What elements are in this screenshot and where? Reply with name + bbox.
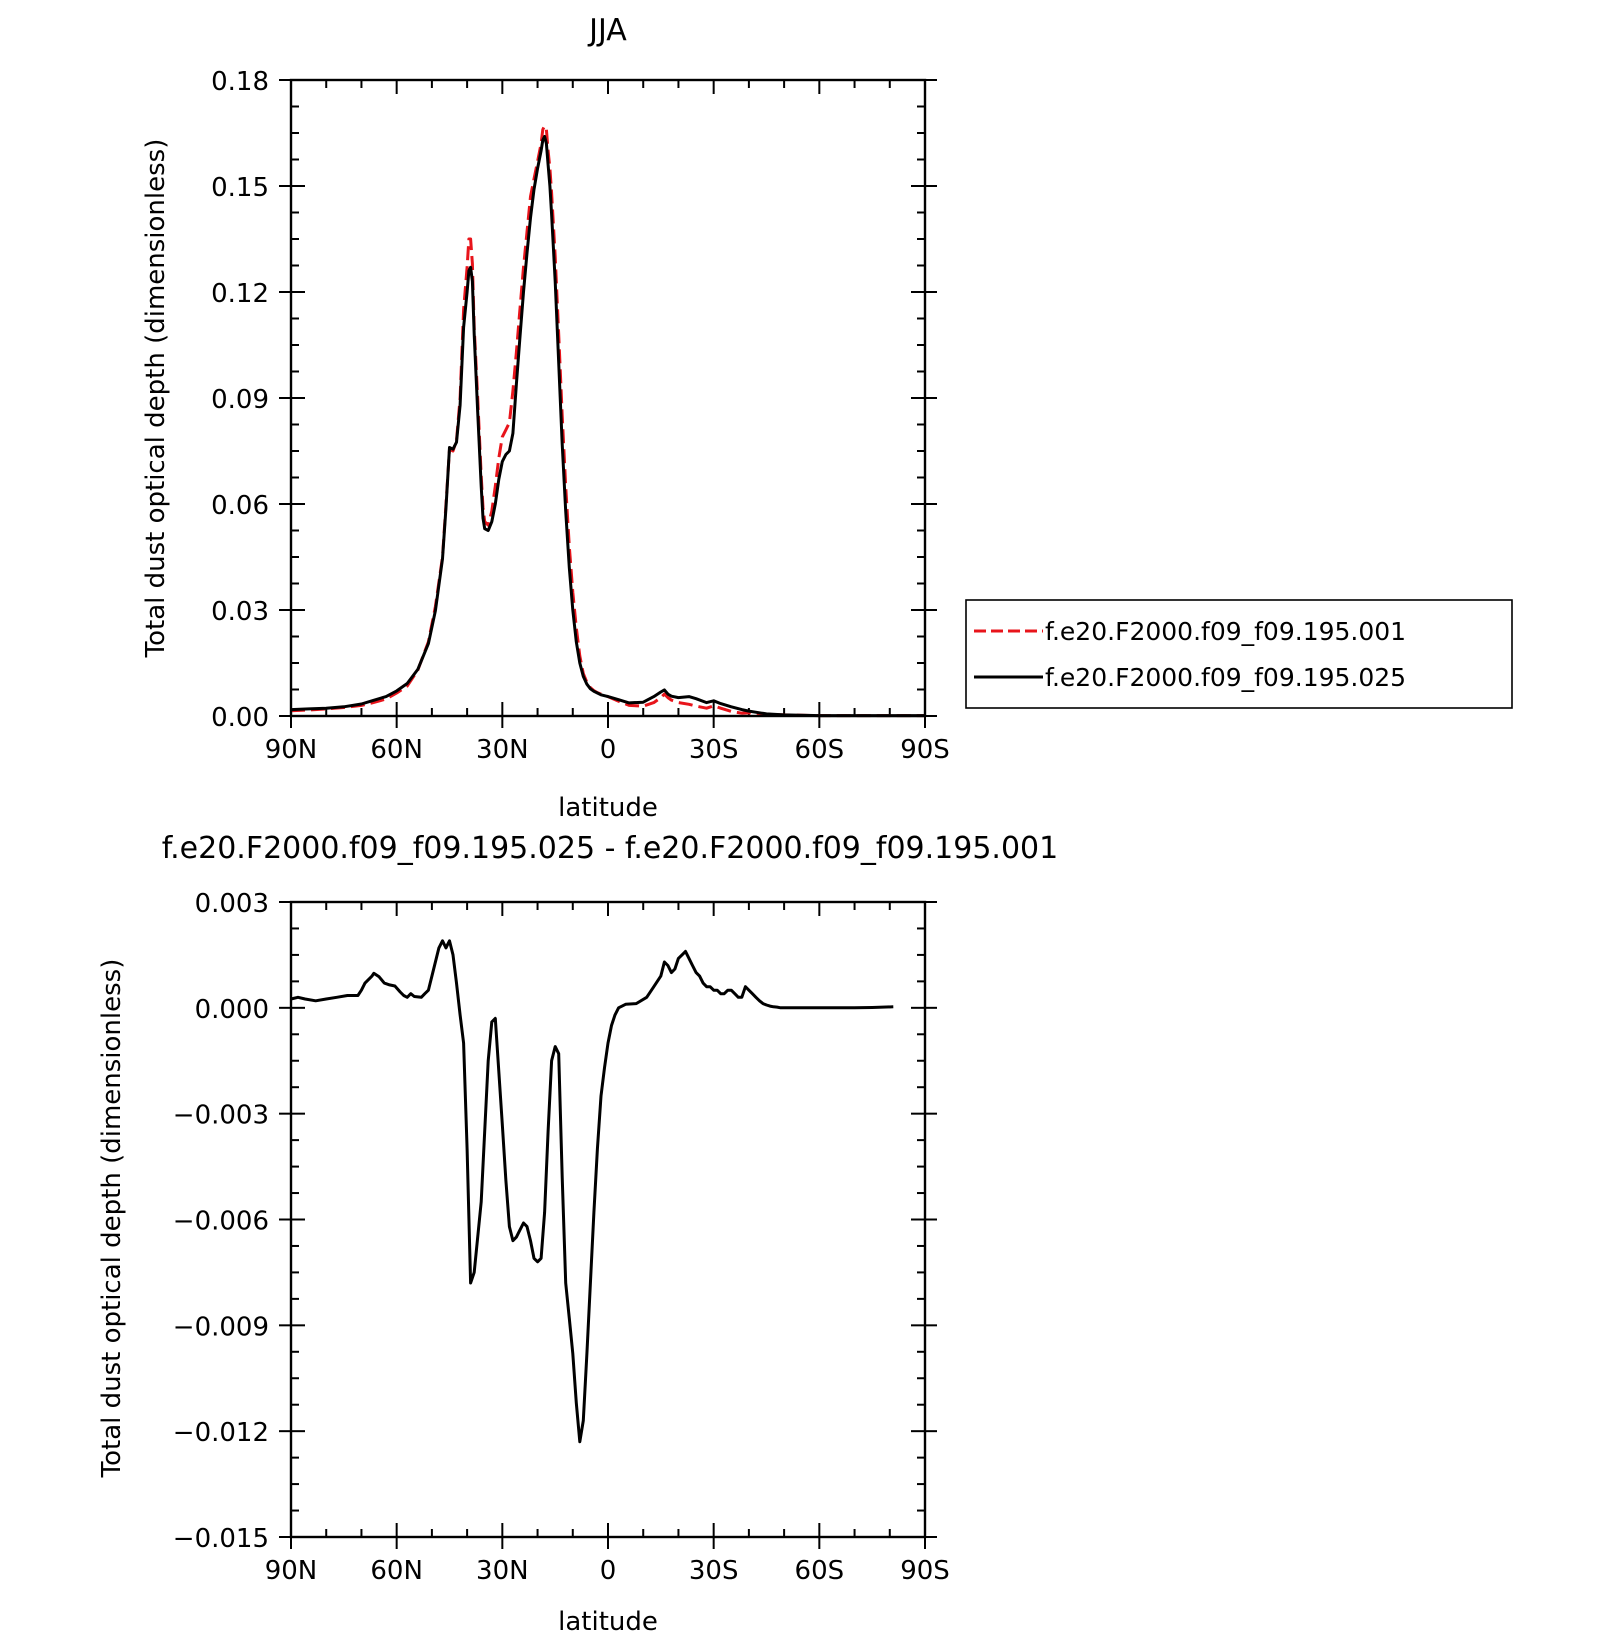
- x-tick-label: 30S: [689, 1556, 739, 1586]
- x-tick-label: 30N: [476, 735, 529, 765]
- series-line-2: [290, 135, 925, 718]
- top-panel-ticks: [279, 79, 937, 728]
- bottom-panel-x-axis-label: latitude: [558, 1607, 658, 1635]
- x-tick-label: 60N: [370, 1556, 423, 1586]
- legend: f.e20.F2000.f09_f09.195.001 f.e20.F2000.…: [965, 599, 1513, 709]
- legend-label-series-2: f.e20.F2000.f09_f09.195.025: [1045, 663, 1406, 692]
- x-tick-label: 90S: [900, 735, 950, 765]
- top-panel-y-axis-label: Total dust optical depth (dimensionless): [141, 139, 171, 659]
- top-panel-plot-frame: [289, 78, 927, 718]
- top-panel-series-group: [290, 124, 925, 718]
- top-panel-y-tick-labels: 0.00 0.03 0.06 0.09 0.12 0.15 0.18: [211, 67, 269, 733]
- x-tick-label: 0: [600, 735, 617, 765]
- legend-label-series-1: f.e20.F2000.f09_f09.195.001: [1045, 617, 1406, 646]
- y-tick-label: −0.003: [173, 1101, 269, 1131]
- series-line-1: [290, 939, 894, 1444]
- y-tick-label: 0.003: [195, 889, 269, 919]
- x-tick-label: 60S: [795, 735, 845, 765]
- y-tick-label: 0.09: [211, 385, 269, 415]
- bottom-panel-series-group: [290, 939, 894, 1444]
- y-tick-label: 0.000: [195, 995, 269, 1025]
- y-tick-label: 0.15: [211, 173, 269, 203]
- bottom-panel-x-tick-labels: 90N 60N 30N 0 30S 60S 90S: [265, 1556, 950, 1586]
- top-panel-x-axis-label: latitude: [558, 793, 658, 823]
- x-tick-label: 60S: [795, 1556, 845, 1586]
- y-tick-label: −0.015: [173, 1524, 269, 1554]
- y-tick-label: 0.06: [211, 491, 269, 521]
- x-tick-label: 60N: [370, 735, 423, 765]
- top-panel-x-tick-labels: 90N 60N 30N 0 30S 60S 90S: [265, 735, 950, 765]
- top-panel: JJA 90N 60N 30N 0 30S 60S 90S 0.00 0.03 0.06 0.09…: [141, 13, 1513, 823]
- x-tick-label: 90S: [900, 1556, 950, 1586]
- x-tick-label: 0: [600, 1556, 617, 1586]
- y-tick-label: −0.006: [173, 1207, 269, 1237]
- x-tick-label: 30N: [476, 1556, 529, 1586]
- y-tick-label: 0.12: [211, 279, 269, 309]
- bottom-panel-y-axis-label: Total dust optical depth (dimensionless): [97, 959, 127, 1479]
- bottom-panel-plot-frame: [289, 900, 927, 1539]
- y-tick-label: −0.009: [173, 1312, 269, 1342]
- x-tick-label: 30S: [689, 735, 739, 765]
- y-tick-label: 0.03: [211, 597, 269, 627]
- y-tick-label: 0.00: [211, 703, 269, 733]
- top-panel-title: JJA: [587, 13, 627, 48]
- legend-box: [965, 599, 1513, 709]
- bottom-panel: f.e20.F2000.f09_f09.195.025 - f.e20.F200…: [97, 831, 1058, 1635]
- x-tick-label: 90N: [265, 735, 318, 765]
- y-tick-label: 0.18: [211, 67, 269, 97]
- bottom-panel-title: f.e20.F2000.f09_f09.195.025 - f.e20.F200…: [162, 831, 1058, 866]
- y-tick-label: −0.012: [173, 1418, 269, 1448]
- bottom-panel-y-tick-labels: −0.015 −0.012 −0.009 −0.006 −0.003 0.000 0.003: [173, 889, 269, 1554]
- x-tick-label: 90N: [265, 1556, 318, 1586]
